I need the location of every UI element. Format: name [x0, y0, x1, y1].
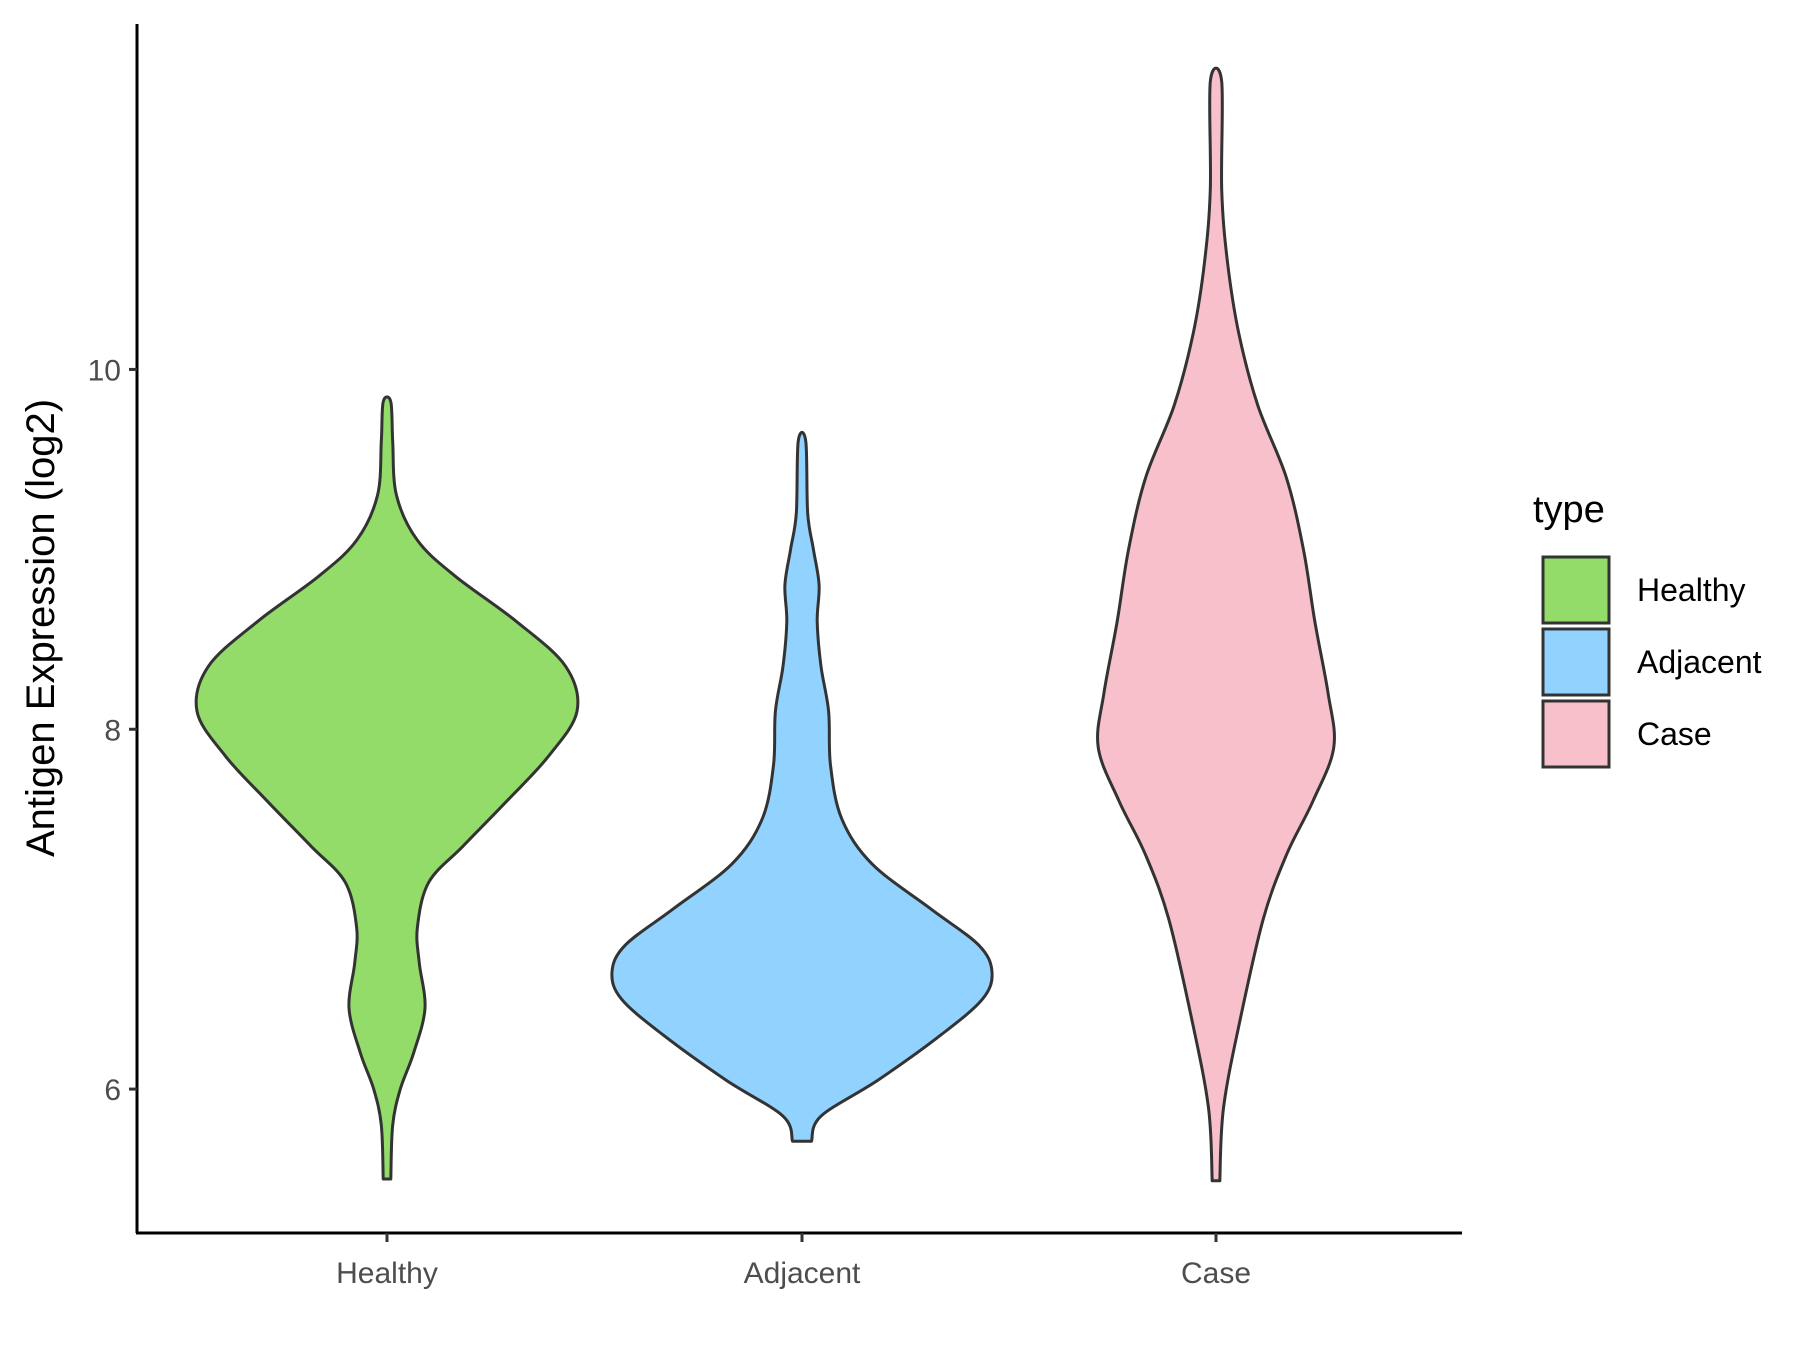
legend-label-case: Case: [1637, 716, 1712, 752]
violin-case: [1096, 66, 1336, 1183]
legend-swatch-healthy: [1541, 555, 1611, 625]
violin-adjacent: [610, 430, 994, 1143]
y-tick-label: 6: [104, 1074, 121, 1107]
legend: type Healthy Adjacent Case: [1533, 489, 1762, 769]
legend-title: type: [1533, 489, 1605, 531]
violin-layer: [194, 66, 1336, 1183]
y-tick-label: 8: [104, 714, 121, 747]
legend-swatch-case: [1541, 699, 1611, 769]
y-tick-label: 10: [88, 354, 121, 387]
y-axis-title: Antigen Expression (log2): [19, 399, 63, 857]
x-tick-label: Healthy: [336, 1257, 438, 1290]
y-axis-ticks: 6 8 10: [88, 354, 137, 1107]
x-tick-label: Case: [1181, 1257, 1251, 1290]
legend-items: Healthy Adjacent Case: [1541, 555, 1762, 769]
legend-label-healthy: Healthy: [1637, 572, 1746, 608]
legend-swatch-adjacent: [1541, 627, 1611, 697]
legend-label-adjacent: Adjacent: [1637, 644, 1762, 680]
x-tick-label: Adjacent: [744, 1257, 861, 1290]
violin-healthy: [194, 395, 580, 1181]
x-axis-ticks: Healthy Adjacent Case: [336, 1233, 1251, 1290]
